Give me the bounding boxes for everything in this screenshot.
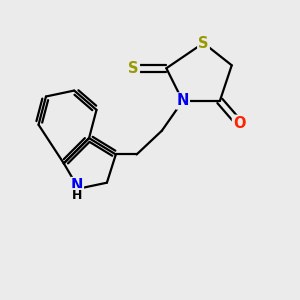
Text: S: S — [128, 61, 139, 76]
Text: N: N — [71, 178, 83, 193]
Text: O: O — [233, 116, 245, 131]
Text: H: H — [72, 189, 83, 202]
Text: S: S — [198, 35, 209, 50]
Text: N: N — [176, 94, 189, 109]
